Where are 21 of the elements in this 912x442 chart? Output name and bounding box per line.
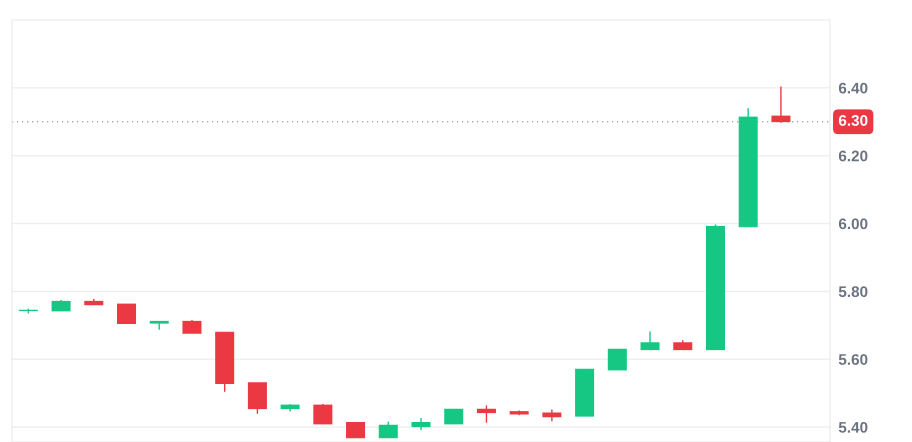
candlestick [673, 340, 692, 350]
y-tick-label: 5.40 [838, 422, 868, 433]
candlestick [346, 422, 366, 439]
candlestick [313, 403, 332, 425]
candlestick [378, 420, 398, 439]
candlestick [117, 304, 136, 324]
y-tick-label: 6.20 [838, 150, 868, 162]
candlestick [771, 86, 790, 124]
y-tick-label: 6.00 [838, 218, 868, 230]
candlestick [182, 319, 202, 334]
ref-line-label: 6.30 [838, 115, 868, 126]
candlestick [542, 408, 562, 422]
candlestick [52, 299, 71, 312]
candlestick [640, 330, 660, 350]
y-tick-label: 6.40 [838, 82, 868, 94]
candlestick [444, 408, 464, 424]
candlestick [476, 404, 496, 424]
y-tick-label: 5.60 [838, 354, 868, 365]
candlestick [608, 348, 627, 371]
y-tick-label: 5.80 [838, 286, 868, 298]
candlestick [411, 417, 431, 431]
